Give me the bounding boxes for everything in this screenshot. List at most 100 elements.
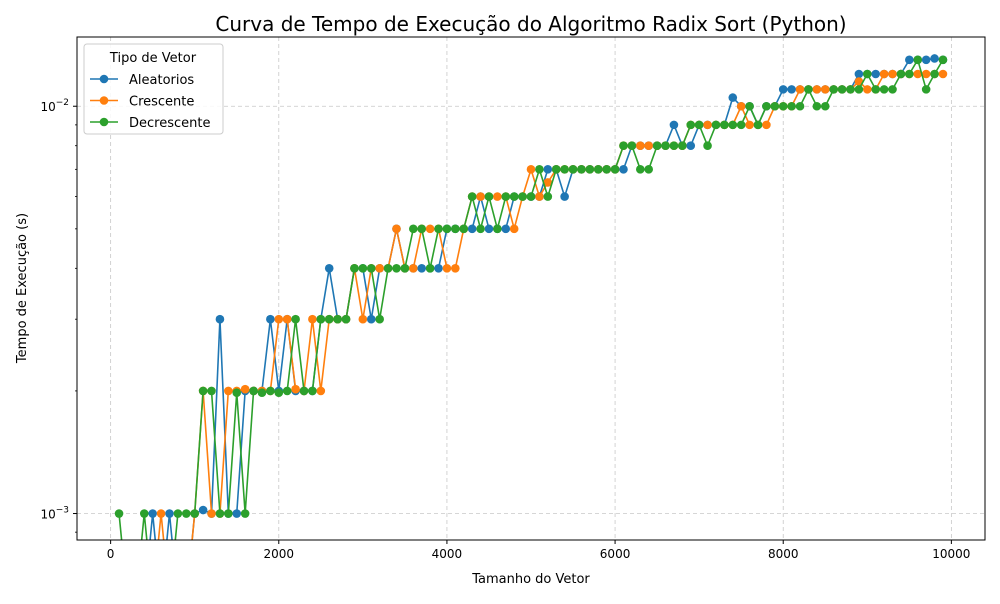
data-point-crescente <box>358 314 368 324</box>
data-point-decrescente <box>720 120 729 130</box>
data-point-decrescente <box>854 85 864 94</box>
data-point-aleatorios <box>324 264 334 273</box>
data-point-aleatorios <box>366 314 376 324</box>
legend-label-crescente: Crescente <box>129 95 194 110</box>
data-point-decrescente <box>467 192 477 201</box>
data-point-aleatorios <box>787 85 796 94</box>
data-point-aleatorios <box>501 224 511 234</box>
data-point-decrescente <box>476 224 485 234</box>
data-point-crescente <box>392 224 401 234</box>
data-point-decrescente <box>661 141 670 151</box>
legend-swatch-marker <box>99 96 109 105</box>
data-point-decrescente <box>173 509 183 518</box>
data-point-crescente <box>863 85 872 94</box>
data-point-decrescente <box>728 120 738 130</box>
data-point-crescente <box>291 384 300 394</box>
plot-frame <box>76 36 986 541</box>
data-point-decrescente <box>694 120 704 130</box>
data-point-aleatorios <box>728 93 738 102</box>
legend-swatch-marker <box>99 117 109 127</box>
y-axis-label: Tempo de Execução (s) <box>15 213 30 364</box>
data-point-decrescente <box>299 386 309 396</box>
data-point-decrescente <box>442 224 452 234</box>
data-point-crescente <box>535 192 544 201</box>
data-point-decrescente <box>451 224 460 234</box>
data-point-crescente <box>703 120 712 130</box>
data-point-decrescente <box>812 101 822 111</box>
data-point-crescente <box>812 85 822 94</box>
data-point-decrescente <box>417 224 427 234</box>
data-point-crescente <box>921 69 931 79</box>
x-tick-label: 0 <box>107 547 115 561</box>
data-point-decrescente <box>526 192 536 201</box>
data-point-decrescente <box>139 509 149 518</box>
data-point-aleatorios <box>232 509 242 518</box>
data-point-aleatorios <box>560 192 569 201</box>
data-point-decrescente <box>493 224 502 234</box>
data-point-decrescente <box>198 386 208 396</box>
data-point-decrescente <box>224 509 233 518</box>
data-point-decrescente <box>316 314 326 324</box>
data-point-decrescente <box>215 509 225 518</box>
data-point-decrescente <box>888 85 897 94</box>
data-point-decrescente <box>795 101 805 111</box>
data-point-decrescente <box>291 314 300 324</box>
x-tick-label: 8000 <box>768 547 799 561</box>
legend-label-aleatorios: Aleatorios <box>129 73 194 88</box>
legend-item-decrescente: Decrescente <box>90 116 210 131</box>
data-point-crescente <box>476 192 485 201</box>
data-point-decrescente <box>509 192 519 201</box>
data-point-decrescente <box>350 264 359 273</box>
data-point-decrescente <box>383 264 393 273</box>
data-point-crescente <box>543 178 553 187</box>
data-point-aleatorios <box>165 509 174 518</box>
x-tick-label: 10000 <box>932 547 970 561</box>
data-point-crescente <box>526 165 536 174</box>
data-point-decrescente <box>652 141 662 151</box>
legend-item-crescente: Crescente <box>90 95 194 110</box>
data-point-decrescente <box>879 85 889 94</box>
data-point-decrescente <box>938 55 948 65</box>
data-point-decrescente <box>551 165 561 174</box>
data-point-decrescente <box>392 264 401 273</box>
data-point-decrescente <box>644 165 653 174</box>
data-point-crescente <box>274 314 284 324</box>
data-point-decrescente <box>518 192 527 201</box>
data-point-crescente <box>795 85 805 94</box>
data-point-decrescente <box>577 165 586 174</box>
data-point-decrescente <box>341 314 351 324</box>
data-point-aleatorios <box>417 264 427 273</box>
data-point-decrescente <box>913 55 923 65</box>
data-point-aleatorios <box>484 224 494 234</box>
data-point-decrescente <box>787 101 796 111</box>
data-point-decrescente <box>778 101 788 111</box>
data-point-aleatorios <box>434 264 443 273</box>
data-point-decrescente <box>266 386 275 396</box>
data-point-decrescente <box>863 69 872 79</box>
data-point-decrescente <box>484 192 494 201</box>
data-point-decrescente <box>459 224 469 234</box>
data-point-decrescente <box>871 85 880 94</box>
data-point-decrescente <box>324 314 334 324</box>
data-point-aleatorios <box>686 141 696 151</box>
data-point-decrescente <box>627 141 637 151</box>
data-point-decrescente <box>930 69 939 79</box>
data-point-crescente <box>879 69 889 79</box>
data-point-aleatorios <box>266 314 275 324</box>
data-point-decrescente <box>837 85 847 94</box>
data-point-crescente <box>409 264 418 273</box>
data-point-decrescente <box>678 141 687 151</box>
data-point-crescente <box>493 192 502 201</box>
data-point-decrescente <box>249 386 258 396</box>
data-point-aleatorios <box>669 120 679 130</box>
data-point-decrescente <box>711 120 721 130</box>
data-point-crescente <box>375 264 384 273</box>
data-point-decrescente <box>232 388 242 398</box>
data-point-crescente <box>736 101 746 111</box>
data-point-crescente <box>425 224 435 234</box>
data-point-decrescente <box>745 101 754 111</box>
y-tick-label: 10−3 <box>40 506 69 522</box>
data-point-decrescente <box>593 165 603 174</box>
